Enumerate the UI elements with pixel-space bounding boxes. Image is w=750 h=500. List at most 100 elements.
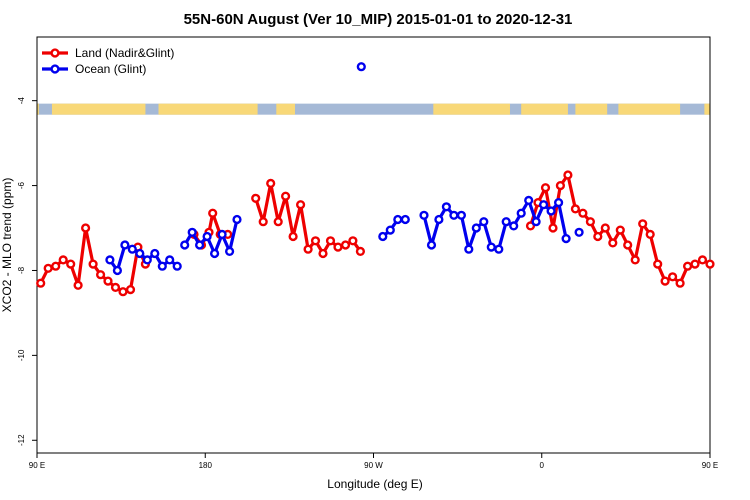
series-1-point-3-5 (456, 210, 467, 220)
series-1-point-0-8 (165, 255, 175, 265)
x-tick-label-4: 90 E (702, 461, 718, 470)
series-0-point-0-11 (118, 287, 128, 297)
series-1 (105, 62, 584, 276)
series-0-point-3-19 (667, 272, 678, 282)
legend-label-1: Ocean (Glint) (75, 62, 146, 76)
series-0-point-0-12 (125, 285, 136, 295)
y-axis: -4 -6 -8 -10 -12 (17, 97, 37, 446)
strip-land-3 (276, 103, 295, 115)
series-1-point-0-0 (105, 255, 115, 265)
series-1-point-1-2 (195, 240, 205, 250)
series-1-point-1-3 (202, 231, 212, 242)
series-0-point-3-4 (555, 181, 566, 191)
series-1-point-1-7 (232, 214, 242, 225)
land-ocean-strip (37, 103, 710, 115)
chart-title: 55N-60N August (Ver 10_MIP) 2015-01-01 t… (184, 11, 573, 28)
legend-label-0: Land (Nadir&Glint) (75, 46, 174, 60)
y-axis-label: XCO2 - MLO trend (ppm) (0, 178, 14, 313)
series-0-point-3-13 (623, 240, 633, 250)
series-0-point-2-8 (310, 236, 321, 246)
series-0-point-0-8 (95, 270, 106, 280)
series-0-point-0-2 (51, 261, 61, 271)
series-0-point-2-10 (325, 236, 336, 246)
series-0-point-3-22 (690, 259, 700, 269)
series-0-point-3-5 (563, 170, 573, 180)
series-1-point-2-3 (400, 214, 410, 225)
strip-ocean (37, 103, 710, 115)
series-0-point-2-13 (348, 236, 358, 246)
series-1-point-3-8 (479, 217, 489, 227)
series-1-point-2-2 (393, 214, 403, 225)
y-tick-label-0: -4 (17, 97, 26, 105)
series-0-point-0-5 (73, 280, 83, 290)
series-1-point-2-1 (385, 225, 395, 235)
series-1-point-0-2 (120, 240, 130, 250)
series-1-point-3-12 (509, 221, 519, 231)
series-1-point-3-1 (426, 240, 437, 250)
series-0-point-3-23 (697, 255, 708, 265)
series-1-point-3-11 (501, 217, 511, 227)
series-1-point-3-0 (419, 210, 429, 220)
series-1-point-1-5 (217, 229, 227, 240)
series-0-point-3-18 (660, 276, 670, 286)
series-0-point-2-1 (258, 217, 268, 227)
series-1-point-0-4 (135, 248, 145, 259)
series-0-point-2-12 (340, 240, 351, 250)
x-tick-label-1: 180 (199, 461, 213, 470)
series-1-point-0-9 (172, 261, 182, 271)
legend-marker-0 (50, 48, 60, 58)
series-0-point-2-14 (355, 246, 366, 257)
series-1-point-1-6 (225, 246, 235, 257)
series-1-point-3-14 (524, 195, 534, 206)
series-1-point-3-15 (531, 217, 541, 227)
legend: Land (Nadir&Glint) Ocean (Glint) (42, 46, 174, 76)
series-1-point-3-16 (538, 200, 549, 210)
series-1-point-3-9 (486, 242, 496, 252)
series-0-point-3-20 (675, 278, 685, 288)
series-0-point-3-16 (645, 229, 655, 240)
series-1-point-0-1 (112, 265, 123, 276)
series-1-point-0-5 (142, 255, 152, 265)
series-1-point-3-3 (441, 202, 452, 212)
series-0-point-3-24 (705, 259, 715, 269)
series-0-point-2-9 (318, 248, 328, 259)
strip-land-1 (51, 103, 146, 115)
series-1-outlier-0 (356, 62, 366, 72)
series-1-point-3-10 (494, 244, 504, 254)
strip-land-6 (575, 103, 608, 115)
series-0-point-2-3 (273, 217, 283, 227)
series-1-point-3-13 (516, 208, 526, 218)
y-tick-label-3: -10 (17, 349, 26, 361)
series-1-point-1-4 (210, 248, 220, 259)
series-0-point-3-14 (630, 255, 640, 265)
strip-land-0 (37, 103, 39, 115)
series-0-point-2-2 (266, 178, 276, 189)
series-1-line-0 (108, 243, 179, 273)
series-0-point-3-10 (600, 223, 610, 233)
series-1-point-0-7 (157, 261, 167, 271)
series-layer (36, 62, 715, 297)
series-0-point-3-15 (638, 219, 648, 229)
series-1-point-4-0 (574, 227, 584, 237)
series-0-point-3-2 (540, 183, 551, 193)
series-1-point-3-18 (553, 198, 564, 208)
series-1-point-0-6 (150, 248, 160, 259)
series-0-point-3-7 (578, 208, 588, 218)
x-tick-label-0: 90 E (29, 461, 45, 470)
series-1-point-3-4 (449, 210, 459, 220)
series-0-point-3-17 (653, 259, 663, 269)
series-0-point-3-9 (593, 231, 603, 242)
series-0 (36, 170, 715, 297)
series-0-point-0-4 (66, 259, 76, 269)
series-1-point-3-6 (464, 244, 474, 254)
series-0-point-0-9 (103, 276, 113, 286)
series-0-point-0-6 (80, 223, 91, 233)
series-0-point-2-0 (251, 193, 261, 203)
series-1-point-3-19 (561, 234, 571, 244)
series-1-point-3-7 (471, 223, 481, 233)
strip-land-5 (521, 103, 568, 115)
series-0-point-3-11 (608, 238, 618, 248)
series-0-point-3-21 (682, 261, 693, 271)
strip-land-7 (618, 103, 681, 115)
